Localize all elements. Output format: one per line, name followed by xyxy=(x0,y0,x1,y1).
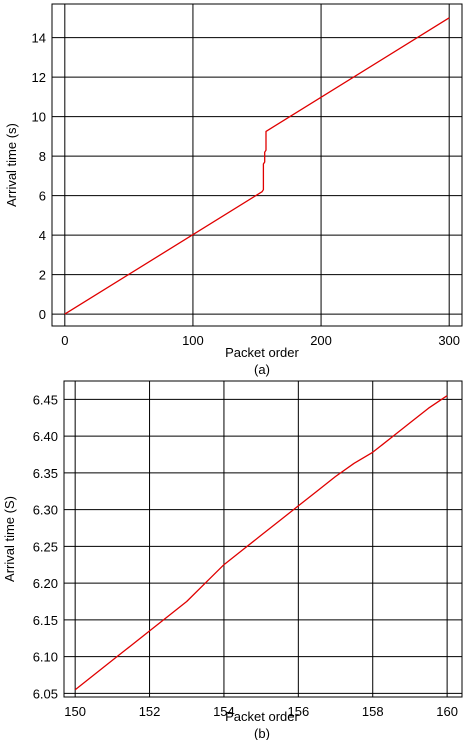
chart-a-series-line xyxy=(64,17,450,315)
chart-a-x-tick-label: 0 xyxy=(61,333,68,348)
chart-b-x-tick-label: 152 xyxy=(139,704,161,719)
chart-a-x-tick-label: 100 xyxy=(182,333,204,348)
chart-a-caption: (a) xyxy=(254,362,270,377)
chart-a-y-tick-label: 10 xyxy=(32,110,46,125)
chart-b-caption: (b) xyxy=(254,726,270,740)
chart-a-y-tick-label: 6 xyxy=(39,189,46,204)
chart-a-y-tick-label: 12 xyxy=(32,70,46,85)
chart-b-x-axis-label: Packet order xyxy=(225,709,299,724)
chart-b-x-tick-label: 156 xyxy=(287,704,309,719)
chart-b-y-tick-label: 6.40 xyxy=(33,429,58,444)
chart-b-y-tick-label: 6.20 xyxy=(33,576,58,591)
chart-b-x-tick-label: 150 xyxy=(64,704,86,719)
chart-a-x-axis-label: Packet order xyxy=(225,345,299,360)
chart-a-y-tick-label: 4 xyxy=(39,228,46,243)
chart-b-y-tick-label: 6.10 xyxy=(33,650,58,665)
chart-b-y-tick-label: 6.15 xyxy=(33,613,58,628)
chart-a-x-tick-label: 200 xyxy=(310,333,332,348)
chart-a-y-tick-label: 2 xyxy=(39,268,46,283)
chart-b-series-line xyxy=(74,395,448,691)
chart-b-plot-frame xyxy=(63,380,463,698)
chart-a-plot-frame xyxy=(51,3,463,327)
chart-b-y-tick-label: 6.05 xyxy=(33,686,58,701)
chart-b-y-tick-label: 6.35 xyxy=(33,466,58,481)
chart-a-y-tick-label: 0 xyxy=(39,307,46,322)
chart-b-x-tick-label: 158 xyxy=(362,704,384,719)
chart-a-y-tick-label: 8 xyxy=(39,149,46,164)
chart-a-y-axis-label: Arrival time (s) xyxy=(4,123,19,207)
chart-b-y-tick-label: 6.30 xyxy=(33,503,58,518)
chart-b-y-tick-label: 6.25 xyxy=(33,539,58,554)
chart-b-x-tick-label: 154 xyxy=(213,704,235,719)
chart-a-y-tick-label: 14 xyxy=(32,31,46,46)
chart-a-x-tick-label: 300 xyxy=(438,333,460,348)
chart-b-y-tick-label: 6.45 xyxy=(33,392,58,407)
chart-b-y-axis-label: Arrival time (S) xyxy=(2,496,17,582)
chart-b-x-tick-label: 160 xyxy=(436,704,458,719)
